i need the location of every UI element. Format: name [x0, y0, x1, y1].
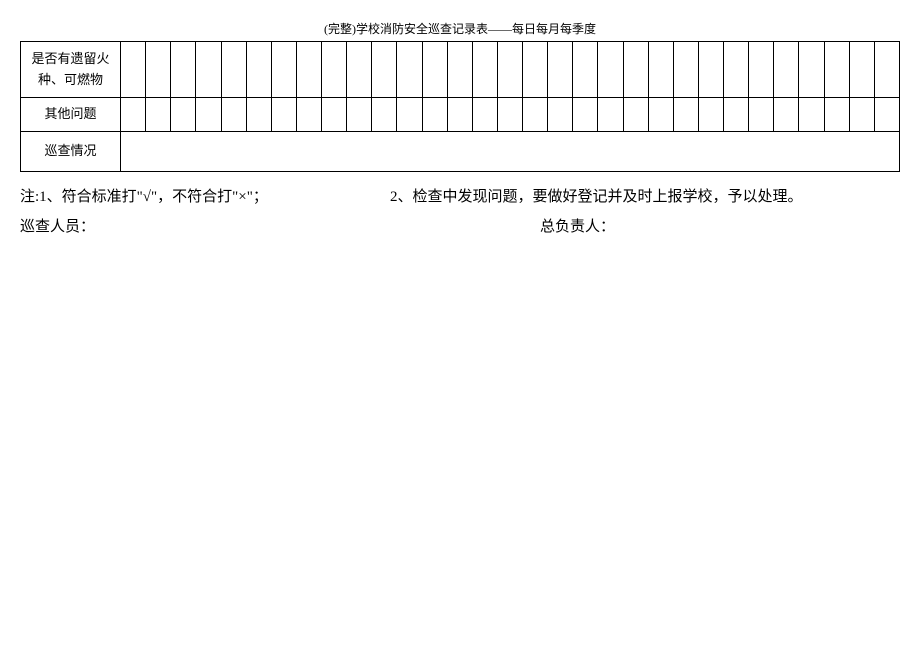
table-cell — [146, 98, 171, 132]
table-cell — [497, 98, 522, 132]
table-cell — [523, 98, 548, 132]
table-cell — [271, 42, 296, 98]
table-cell — [422, 98, 447, 132]
table-row: 巡查情况 — [21, 131, 900, 171]
table-cell — [673, 42, 698, 98]
table-cell — [824, 98, 849, 132]
table-cell — [774, 42, 799, 98]
table-cell — [648, 42, 673, 98]
table-cell-merged — [121, 131, 900, 171]
note-line-1: 注:1、符合标准打"√"，不符合打"×"； 2、检查中发现问题，要做好登记并及时… — [20, 182, 900, 212]
table-cell — [523, 42, 548, 98]
table-cell — [422, 42, 447, 98]
table-cell — [322, 98, 347, 132]
table-cell — [246, 42, 271, 98]
table-cell — [698, 42, 723, 98]
table-cell — [598, 98, 623, 132]
table-cell — [146, 42, 171, 98]
row-label: 巡查情况 — [21, 131, 121, 171]
table-cell — [347, 42, 372, 98]
table-cell — [221, 42, 246, 98]
table-cell — [397, 42, 422, 98]
table-cell — [874, 42, 899, 98]
table-cell — [799, 42, 824, 98]
table-cell — [874, 98, 899, 132]
table-cell — [548, 98, 573, 132]
table-cell — [573, 42, 598, 98]
page: (完整)学校消防安全巡查记录表——每日每月每季度 是否有遗留火种、可燃物其他问题… — [0, 0, 920, 242]
table-cell — [472, 98, 497, 132]
table-cell — [372, 42, 397, 98]
row-label: 是否有遗留火种、可燃物 — [21, 42, 121, 98]
table-row: 是否有遗留火种、可燃物 — [21, 42, 900, 98]
inspector-label: 巡查人员： — [20, 212, 540, 242]
page-header: (完整)学校消防安全巡查记录表——每日每月每季度 — [20, 20, 900, 37]
table-row: 其他问题 — [21, 98, 900, 132]
table-cell — [472, 42, 497, 98]
table-cell — [824, 42, 849, 98]
table-cell — [573, 98, 598, 132]
note-1-left: 注:1、符合标准打"√"，不符合打"×"； — [20, 182, 390, 212]
table-cell — [221, 98, 246, 132]
table-cell — [196, 98, 221, 132]
table-cell — [623, 42, 648, 98]
table-cell — [648, 98, 673, 132]
table-cell — [196, 42, 221, 98]
table-cell — [171, 98, 196, 132]
table-cell — [598, 42, 623, 98]
table-cell — [673, 98, 698, 132]
table-cell — [849, 98, 874, 132]
table-cell — [698, 98, 723, 132]
table-cell — [121, 98, 146, 132]
responsible-label: 总负责人： — [540, 212, 900, 242]
table-cell — [296, 42, 321, 98]
table-cell — [623, 98, 648, 132]
table-cell — [296, 98, 321, 132]
table-cell — [397, 98, 422, 132]
table-cell — [447, 42, 472, 98]
table-cell — [447, 98, 472, 132]
notes-block: 注:1、符合标准打"√"，不符合打"×"； 2、检查中发现问题，要做好登记并及时… — [20, 182, 900, 242]
table-cell — [271, 98, 296, 132]
table-cell — [799, 98, 824, 132]
note-1-right: 2、检查中发现问题，要做好登记并及时上报学校，予以处理。 — [390, 182, 900, 212]
table-cell — [347, 98, 372, 132]
table-cell — [372, 98, 397, 132]
inspection-table: 是否有遗留火种、可燃物其他问题巡查情况 — [20, 41, 900, 172]
row-label: 其他问题 — [21, 98, 121, 132]
table-cell — [749, 42, 774, 98]
table-cell — [497, 42, 522, 98]
table-cell — [322, 42, 347, 98]
table-cell — [548, 42, 573, 98]
table-cell — [774, 98, 799, 132]
signature-line: 巡查人员： 总负责人： — [20, 212, 900, 242]
table-cell — [246, 98, 271, 132]
table-cell — [749, 98, 774, 132]
table-cell — [171, 42, 196, 98]
table-cell — [724, 98, 749, 132]
table-cell — [121, 42, 146, 98]
table-cell — [849, 42, 874, 98]
table-cell — [724, 42, 749, 98]
